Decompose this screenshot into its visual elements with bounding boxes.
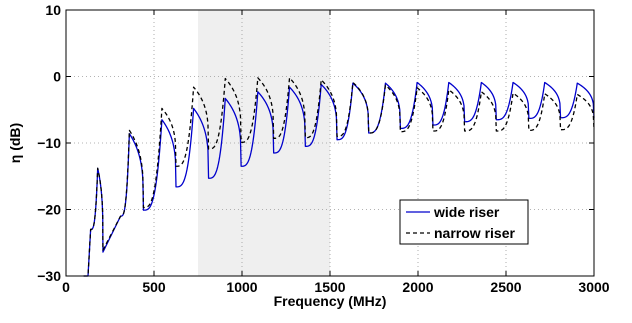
x-tick-label: 2000 (402, 279, 433, 295)
legend: wide riser narrow riser (399, 199, 529, 245)
y-tick-label: −10 (37, 135, 61, 151)
x-axis-label: Frequency (MHz) (274, 293, 387, 309)
shaded-band-layer (198, 10, 330, 276)
shaded-band (198, 10, 330, 276)
legend-label-narrow-riser: narrow riser (434, 225, 515, 241)
y-tick-label: 10 (45, 2, 61, 18)
x-tick-label: 1500 (314, 279, 345, 295)
x-tick-label: 2500 (490, 279, 521, 295)
y-tick-label: −30 (37, 268, 61, 284)
x-tick-label: 1000 (226, 279, 257, 295)
x-tick-label: 0 (62, 279, 70, 295)
x-tick-label: 3000 (578, 279, 609, 295)
legend-box (399, 199, 529, 245)
legend-label-wide-riser: wide riser (433, 204, 500, 220)
x-tick-label: 500 (142, 279, 166, 295)
y-axis-label: η (dB) (7, 123, 23, 163)
tick-layer (65, 9, 595, 277)
series-layer (83, 77, 595, 277)
y-tick-label: 0 (53, 69, 61, 85)
y-tick-label: −20 (37, 202, 61, 218)
series-line-narrow-riser (83, 77, 595, 277)
tick-label-layer: 0 500 1000 1500 2000 2500 3000 −30 −20 −10 0 10 (37, 2, 610, 295)
